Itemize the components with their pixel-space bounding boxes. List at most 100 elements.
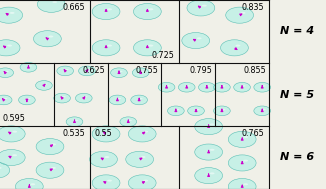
Ellipse shape xyxy=(20,62,37,72)
Ellipse shape xyxy=(60,96,66,99)
Ellipse shape xyxy=(201,147,218,156)
Ellipse shape xyxy=(3,44,12,50)
Ellipse shape xyxy=(228,178,256,189)
Ellipse shape xyxy=(191,36,203,43)
Ellipse shape xyxy=(0,97,8,102)
Ellipse shape xyxy=(144,44,154,50)
Ellipse shape xyxy=(92,40,120,56)
Ellipse shape xyxy=(23,64,35,70)
Text: 0.835: 0.835 xyxy=(242,3,264,12)
Ellipse shape xyxy=(239,85,246,89)
Ellipse shape xyxy=(25,182,36,189)
Ellipse shape xyxy=(37,32,58,44)
Ellipse shape xyxy=(111,96,125,104)
Ellipse shape xyxy=(219,85,226,89)
Ellipse shape xyxy=(186,34,207,46)
Ellipse shape xyxy=(222,110,224,111)
Ellipse shape xyxy=(137,70,145,75)
Ellipse shape xyxy=(193,108,200,112)
Ellipse shape xyxy=(138,41,158,53)
Ellipse shape xyxy=(225,41,245,53)
Ellipse shape xyxy=(227,43,244,52)
Ellipse shape xyxy=(261,109,265,112)
Ellipse shape xyxy=(0,127,23,140)
Ellipse shape xyxy=(86,70,89,71)
Ellipse shape xyxy=(3,128,21,139)
Ellipse shape xyxy=(79,66,95,75)
Ellipse shape xyxy=(107,45,112,46)
Ellipse shape xyxy=(8,154,17,159)
Ellipse shape xyxy=(73,120,78,123)
Ellipse shape xyxy=(260,109,266,112)
Ellipse shape xyxy=(0,40,19,55)
Ellipse shape xyxy=(126,119,132,123)
Ellipse shape xyxy=(132,96,146,104)
Ellipse shape xyxy=(45,0,59,8)
Ellipse shape xyxy=(204,148,215,155)
Ellipse shape xyxy=(62,97,65,98)
Ellipse shape xyxy=(254,82,271,92)
Ellipse shape xyxy=(96,5,117,17)
Ellipse shape xyxy=(122,118,135,126)
Ellipse shape xyxy=(97,6,116,16)
Ellipse shape xyxy=(3,70,9,74)
Ellipse shape xyxy=(0,68,14,77)
Ellipse shape xyxy=(36,162,64,178)
Ellipse shape xyxy=(175,109,178,111)
Ellipse shape xyxy=(95,41,118,54)
Ellipse shape xyxy=(141,158,143,159)
Ellipse shape xyxy=(236,12,245,17)
Ellipse shape xyxy=(78,94,90,101)
Ellipse shape xyxy=(263,85,266,87)
Ellipse shape xyxy=(235,46,238,47)
Ellipse shape xyxy=(48,1,57,6)
Ellipse shape xyxy=(15,178,43,189)
Ellipse shape xyxy=(192,108,201,113)
Ellipse shape xyxy=(23,182,37,189)
Ellipse shape xyxy=(222,86,224,87)
Ellipse shape xyxy=(4,99,6,100)
Ellipse shape xyxy=(83,97,86,98)
Ellipse shape xyxy=(175,109,179,112)
Ellipse shape xyxy=(136,98,143,101)
Ellipse shape xyxy=(1,151,22,163)
Ellipse shape xyxy=(37,0,65,12)
Ellipse shape xyxy=(242,86,244,88)
Ellipse shape xyxy=(132,68,149,77)
Ellipse shape xyxy=(230,9,251,21)
Ellipse shape xyxy=(107,131,112,133)
Ellipse shape xyxy=(140,180,147,184)
Ellipse shape xyxy=(130,153,151,165)
Ellipse shape xyxy=(43,141,59,151)
Ellipse shape xyxy=(69,118,81,125)
Ellipse shape xyxy=(26,65,32,68)
Ellipse shape xyxy=(200,121,219,132)
Ellipse shape xyxy=(195,144,223,160)
Ellipse shape xyxy=(43,35,54,41)
Ellipse shape xyxy=(86,69,90,72)
Ellipse shape xyxy=(118,99,119,100)
Ellipse shape xyxy=(188,0,214,15)
Ellipse shape xyxy=(210,123,215,125)
Ellipse shape xyxy=(130,126,155,141)
Ellipse shape xyxy=(240,160,247,164)
Ellipse shape xyxy=(256,83,269,91)
Ellipse shape xyxy=(259,108,267,113)
Ellipse shape xyxy=(60,67,71,74)
Ellipse shape xyxy=(118,71,122,73)
Ellipse shape xyxy=(228,155,256,171)
Ellipse shape xyxy=(204,123,215,129)
Ellipse shape xyxy=(12,154,17,156)
Ellipse shape xyxy=(29,66,30,67)
Ellipse shape xyxy=(106,132,110,134)
Ellipse shape xyxy=(0,167,2,172)
Ellipse shape xyxy=(133,3,161,20)
Ellipse shape xyxy=(199,82,215,92)
Ellipse shape xyxy=(0,166,4,174)
Ellipse shape xyxy=(49,36,53,37)
Ellipse shape xyxy=(197,37,201,39)
Ellipse shape xyxy=(169,107,183,115)
Ellipse shape xyxy=(0,9,19,20)
Ellipse shape xyxy=(217,84,228,90)
Ellipse shape xyxy=(126,120,132,123)
